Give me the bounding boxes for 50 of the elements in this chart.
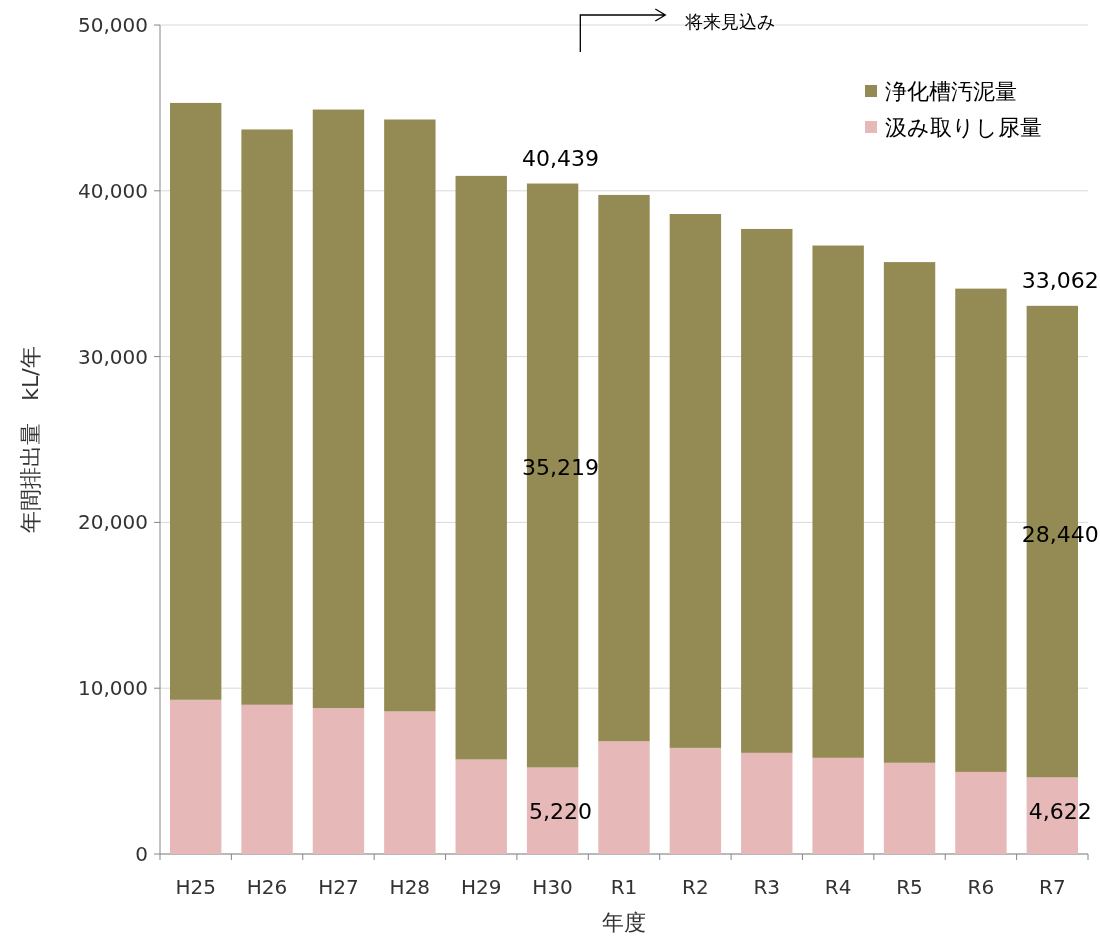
legend-label: 汲み取りし尿量 — [885, 115, 1042, 140]
x-tick-label: R4 — [824, 875, 852, 899]
bar — [241, 129, 293, 705]
bar — [312, 109, 365, 709]
y-tick-label: 20,000 — [78, 510, 148, 535]
y-tick-label: 10,000 — [78, 676, 148, 701]
bar — [241, 704, 293, 854]
y-tick-label: 40,000 — [78, 178, 148, 203]
bar — [669, 747, 722, 854]
x-tick-label: H28 — [389, 875, 431, 899]
bar — [741, 752, 793, 854]
y-tick-label: 30,000 — [78, 344, 148, 369]
x-tick-label: R6 — [967, 875, 995, 899]
x-tick-label: H26 — [246, 875, 288, 899]
bar — [669, 214, 722, 748]
total-label: 40,439 — [522, 145, 600, 171]
x-axis-title: 年度 — [602, 910, 646, 935]
y-axis-title: 年間排出量 kL/年 — [18, 346, 43, 533]
total-label: 33,062 — [1021, 267, 1099, 293]
y-tick-label: 50,000 — [78, 13, 148, 37]
data-label: 4,622 — [1028, 799, 1092, 824]
bar — [598, 194, 650, 742]
bar — [312, 708, 365, 854]
x-tick-label: R1 — [610, 875, 638, 899]
bar — [455, 175, 507, 760]
data-label: 5,220 — [529, 799, 593, 824]
x-tick-label: H27 — [318, 875, 359, 899]
bar — [883, 262, 936, 763]
annotation: 将来見込み — [684, 11, 776, 32]
x-tick-label: H25 — [175, 875, 216, 899]
bar — [955, 288, 1007, 772]
bar — [883, 762, 936, 854]
x-tick-label: R3 — [753, 875, 781, 899]
x-tick-label: R7 — [1039, 875, 1066, 899]
bar — [955, 771, 1007, 854]
bar — [741, 228, 793, 753]
bar — [169, 699, 222, 854]
bar — [812, 245, 864, 758]
bar — [598, 741, 650, 854]
x-tick-label: R2 — [682, 875, 709, 899]
legend-label: 浄化槽汚泥量 — [885, 79, 1017, 104]
x-tick-label: H30 — [532, 875, 573, 899]
bar — [384, 711, 436, 854]
x-tick-label: R5 — [896, 875, 923, 899]
x-tick-label: H29 — [460, 875, 502, 899]
bar — [455, 759, 507, 854]
bar — [812, 757, 864, 854]
y-tick-label: 0 — [135, 842, 148, 866]
bar — [384, 119, 436, 712]
bar — [169, 102, 222, 700]
